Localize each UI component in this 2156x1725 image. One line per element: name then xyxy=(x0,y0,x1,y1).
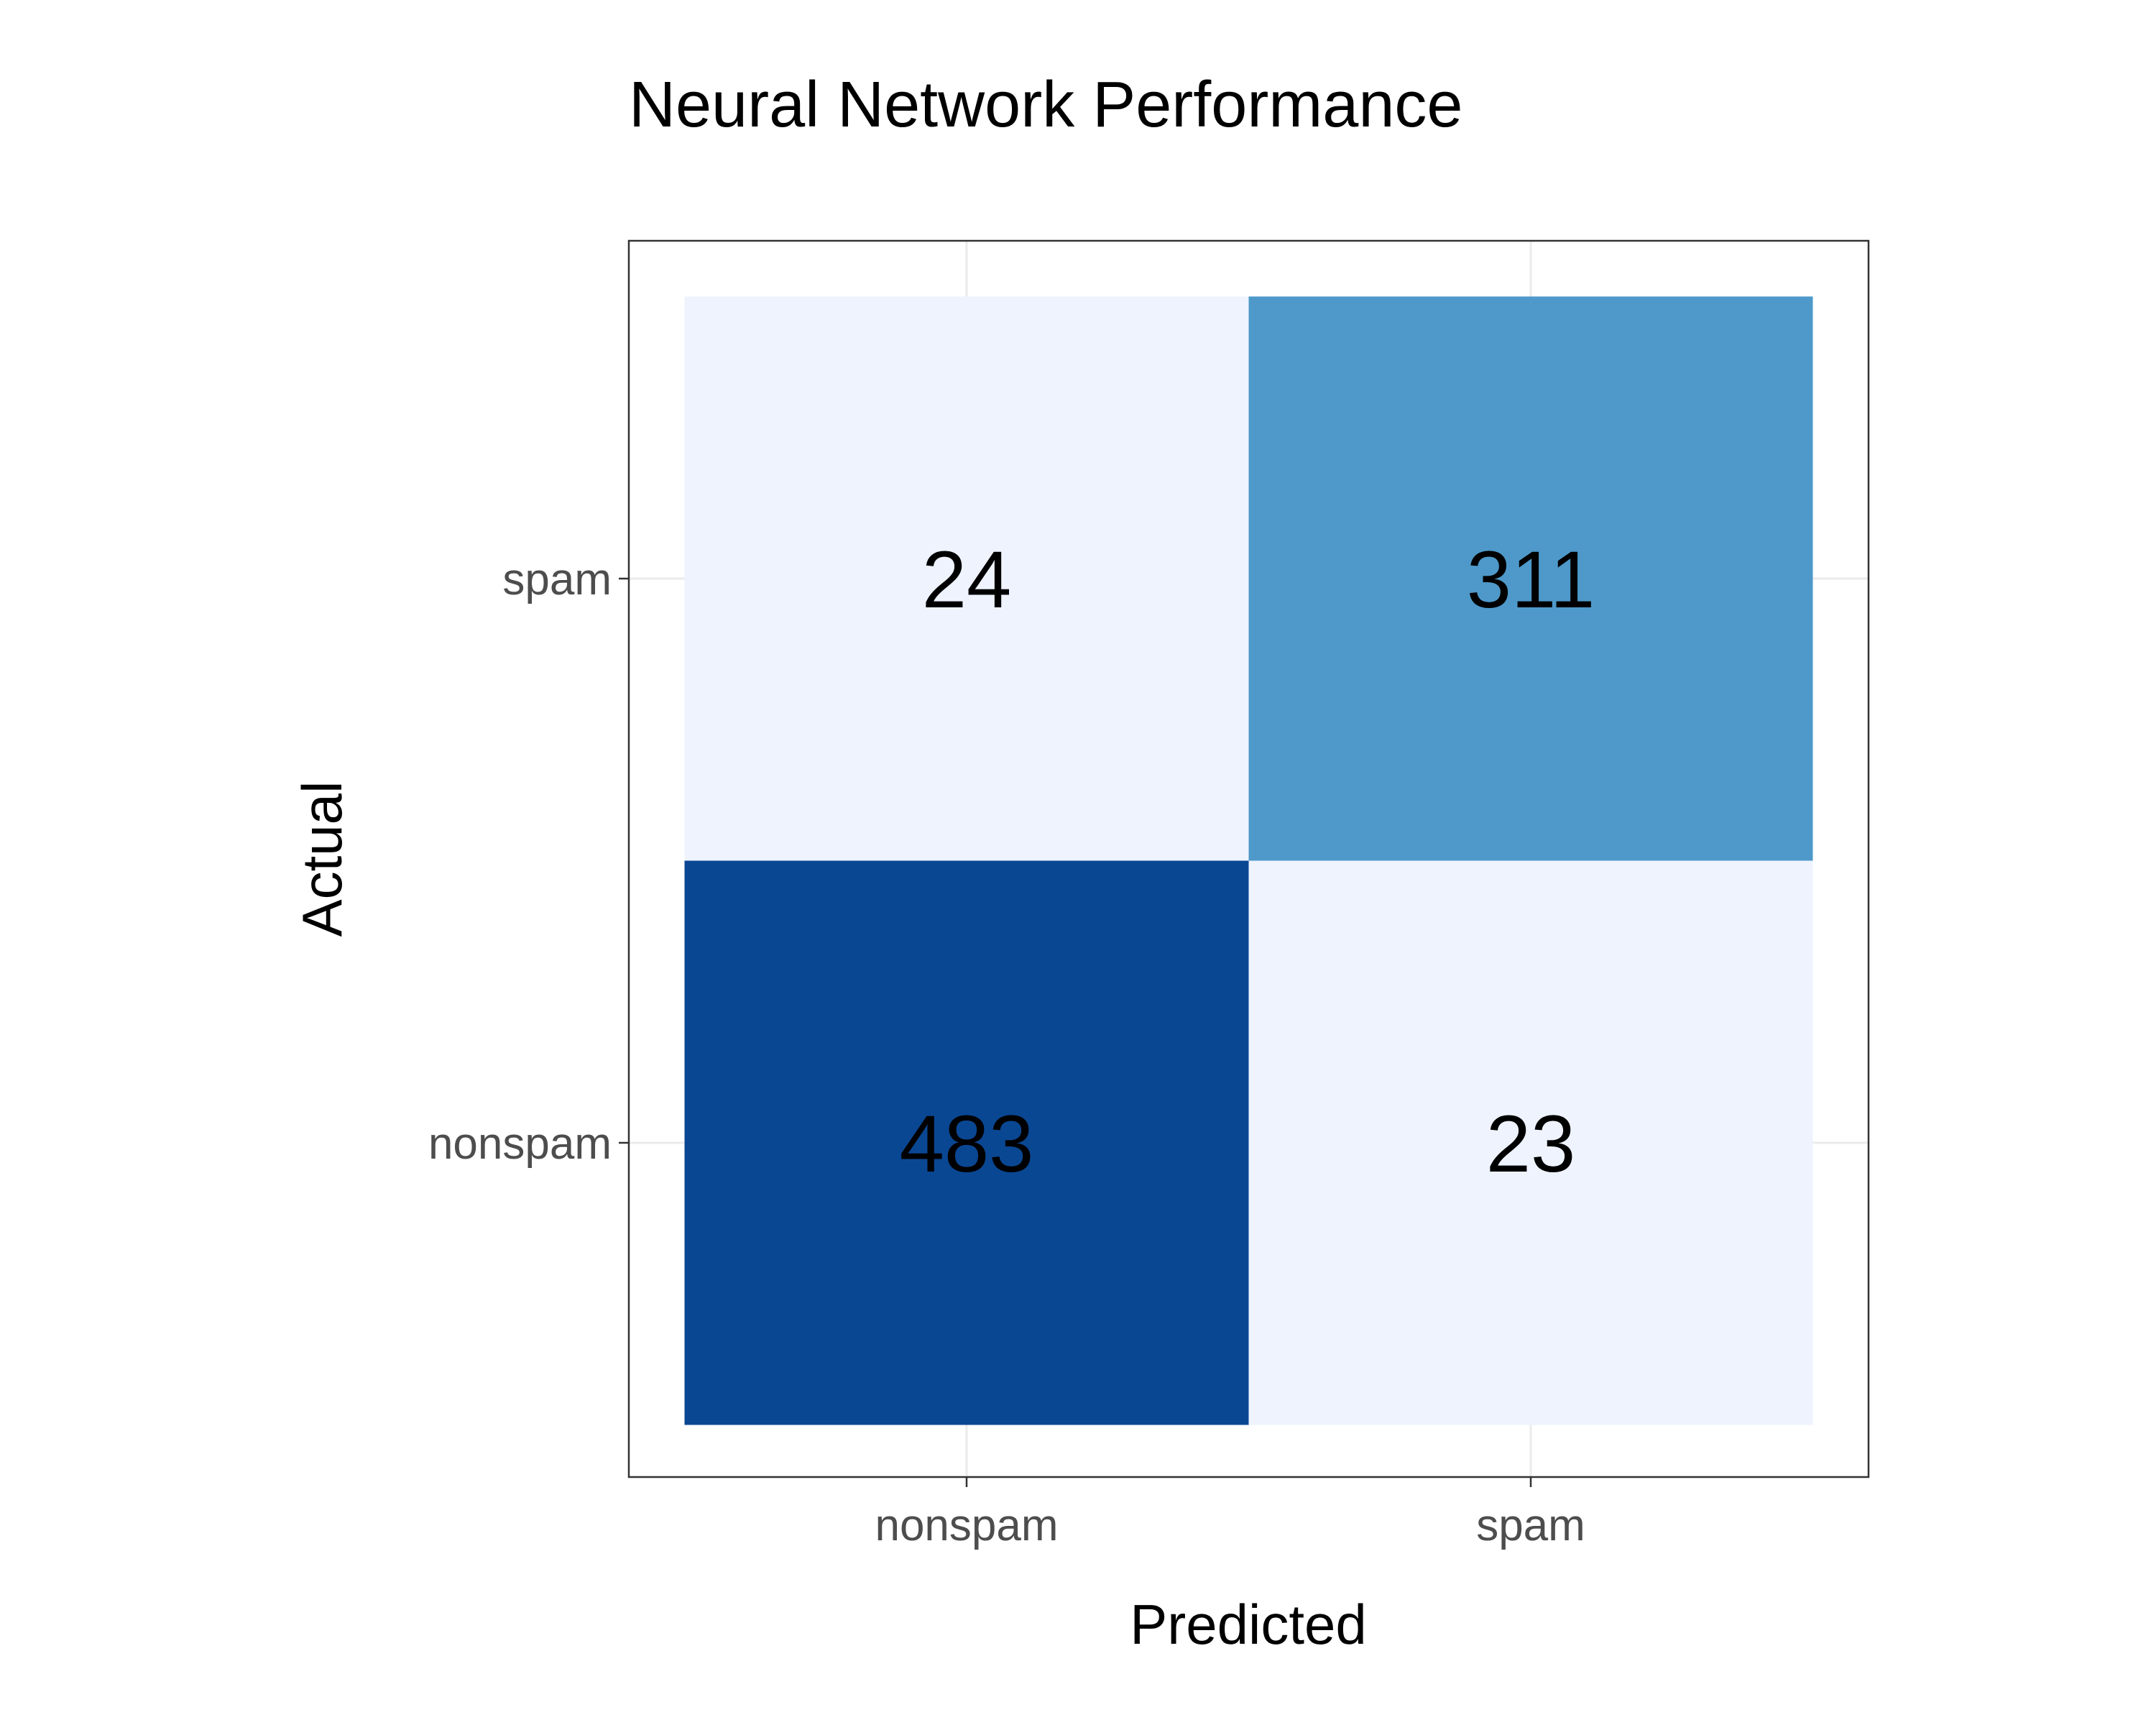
heatmap-cell-nonspam-spam xyxy=(1248,860,1813,1425)
y-axis-title: Actual xyxy=(290,781,354,937)
heatmap-cell-spam-nonspam xyxy=(684,296,1249,861)
y-tick-label-nonspam: nonspam xyxy=(428,1119,612,1169)
x-tick-label-nonspam: nonspam xyxy=(875,1501,1058,1550)
cell-labels: 24 311 483 23 xyxy=(900,535,1595,1189)
cell-value-label-nonspam-nonspam: 483 xyxy=(900,1099,1034,1189)
y-tick-label-spam: spam xyxy=(502,555,612,604)
heatmap-cell-spam-spam xyxy=(1248,296,1813,861)
plot-panel-border xyxy=(627,239,1870,1478)
cell-value-label-spam-spam: 311 xyxy=(1467,535,1595,625)
heatmap-cell-nonspam-nonspam xyxy=(684,860,1249,1425)
x-tick-label-spam: spam xyxy=(1476,1501,1585,1550)
heatmap-cells xyxy=(684,296,1813,1425)
axis-ticks: nonspam spam nonspam spam xyxy=(428,555,1585,1550)
chart-title: Neural Network Performance xyxy=(629,69,1462,141)
x-axis-title: Predicted xyxy=(1130,1593,1367,1656)
cell-value-label-nonspam-spam: 23 xyxy=(1486,1099,1576,1189)
cell-value-label-spam-nonspam: 24 xyxy=(922,535,1012,625)
